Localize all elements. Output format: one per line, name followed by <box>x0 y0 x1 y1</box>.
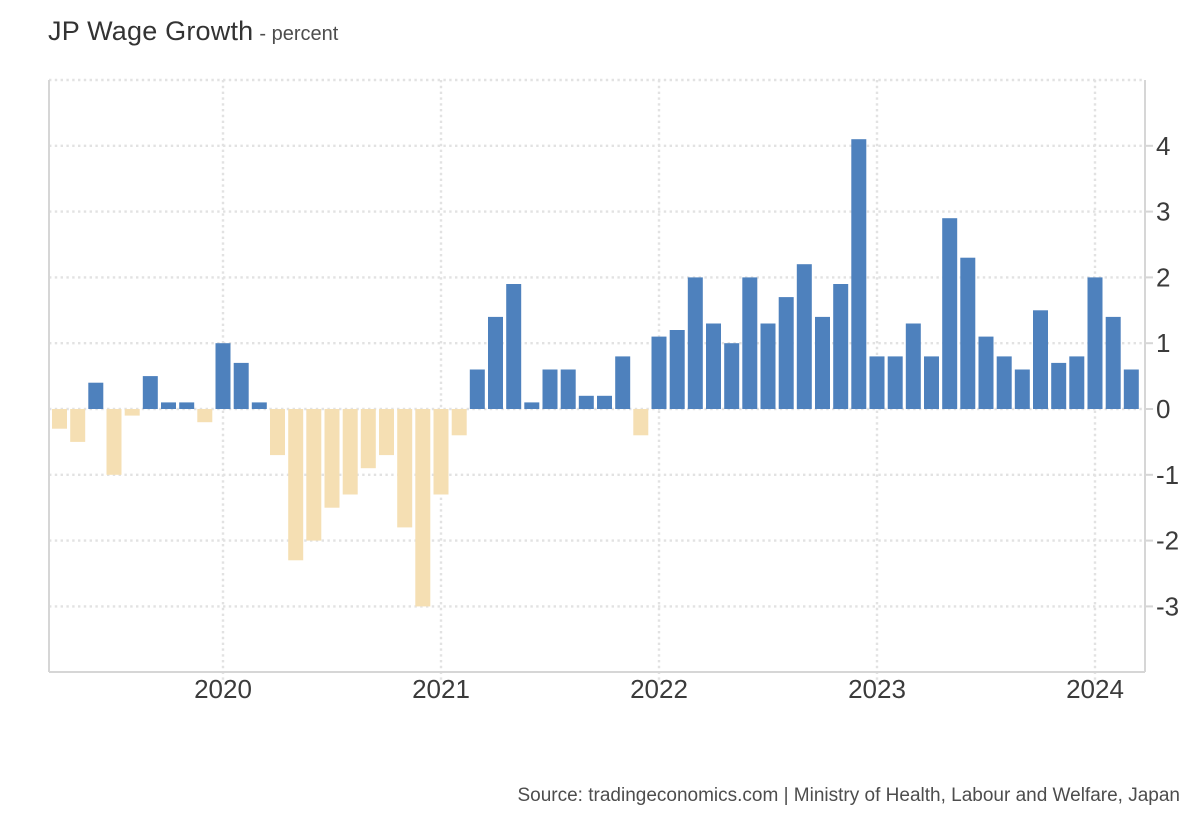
chart-bar-2021-01 <box>433 409 449 495</box>
wage-growth-bar-chart: 4 3 2 1 0 -1 -2 -3 2020 2021 2022 2023 2024 <box>48 78 1179 704</box>
chart-bar-2023-08 <box>996 356 1012 409</box>
chart-bar-2019-11 <box>179 402 195 409</box>
chart-bar-2021-03 <box>469 369 485 409</box>
chart-bar-2020-11 <box>397 409 413 528</box>
x-tick-label-2022: 2022 <box>630 674 688 704</box>
chart-bar-2022-05 <box>724 343 740 409</box>
chart-bar-2021-10 <box>597 395 612 409</box>
chart-bar-2021-12 <box>633 409 649 436</box>
y-tick-label--1: -1 <box>1156 460 1179 490</box>
y-tick-label-2: 2 <box>1156 262 1170 292</box>
y-tick-label-3: 3 <box>1156 197 1170 227</box>
source-attribution: Source: tradingeconomics.com | Ministry … <box>517 785 1180 806</box>
y-tick-label-0: 0 <box>1156 394 1170 424</box>
chart-bar-2020-08 <box>342 409 358 495</box>
chart-bar-2022-08 <box>778 297 794 409</box>
chart-bar-2024-03 <box>1123 369 1139 409</box>
chart-bar-2019-08 <box>124 409 140 416</box>
chart-bar-2019-12 <box>197 409 213 423</box>
chart-bar-2022-09 <box>796 264 812 409</box>
chart-bar-2021-02 <box>451 409 467 436</box>
chart-bar-2020-10 <box>379 409 394 456</box>
chart-bar-2019-06 <box>88 382 104 409</box>
chart-bar-2020-06 <box>306 409 322 541</box>
chart-bar-2023-01 <box>869 356 885 409</box>
chart-bar-2020-12 <box>415 409 431 607</box>
chart-bar-2022-01 <box>651 336 667 409</box>
chart-bar-2022-10 <box>815 316 830 409</box>
chart-bar-2022-03 <box>687 277 703 409</box>
chart-bar-2021-08 <box>560 369 576 409</box>
chart-bar-2020-04 <box>270 409 285 456</box>
chart-bar-2020-09 <box>360 409 376 469</box>
chart-bar-2021-04 <box>488 316 503 409</box>
chart-title: JP Wage Growth <box>48 16 254 46</box>
y-tick-label-1: 1 <box>1156 328 1170 358</box>
chart-bar-2022-12 <box>851 139 867 409</box>
chart-bar-2020-01 <box>215 343 231 409</box>
chart-subtitle: - percent <box>259 23 339 45</box>
chart-bar-2020-02 <box>233 362 249 409</box>
y-tick-label-4: 4 <box>1156 131 1170 161</box>
chart-bar-2020-03 <box>251 402 267 409</box>
y-tick-label--3: -3 <box>1156 591 1179 621</box>
x-tick-label-2024: 2024 <box>1066 674 1124 704</box>
chart-bar-2021-11 <box>615 356 631 409</box>
chart-bar-2024-01 <box>1087 277 1103 409</box>
chart-bar-2019-10 <box>161 402 176 409</box>
chart-bar-2021-06 <box>524 402 540 409</box>
chart-bar-2020-05 <box>288 409 304 561</box>
chart-bar-2019-09 <box>142 376 158 409</box>
chart-bar-2021-09 <box>578 395 594 409</box>
chart-bar-2023-11 <box>1051 362 1067 409</box>
chart-bar-2023-06 <box>960 257 976 409</box>
chart-bar-2019-07 <box>106 409 122 475</box>
chart-bar-2019-05 <box>70 409 86 442</box>
chart-bar-2022-11 <box>833 284 849 409</box>
chart-bar-2023-04 <box>924 356 939 409</box>
chart-bar-2023-10 <box>1033 310 1048 409</box>
chart-plot-area: 4 3 2 1 0 -1 -2 -3 2020 2021 2022 2023 2024 <box>48 78 1179 704</box>
chart-bar-2023-03 <box>905 323 921 409</box>
chart-bar-2023-02 <box>887 356 903 409</box>
chart-bar-2022-04 <box>706 323 721 409</box>
chart-header: JP Wage Growth - percent <box>48 16 338 47</box>
chart-bar-2024-02 <box>1105 316 1121 409</box>
chart-bar-2023-09 <box>1014 369 1030 409</box>
chart-bar-2020-07 <box>324 409 340 508</box>
x-tick-label-2021: 2021 <box>412 674 470 704</box>
y-tick-label--2: -2 <box>1156 526 1179 556</box>
chart-bar-2021-07 <box>542 369 558 409</box>
chart-bar-2019-04 <box>52 409 67 429</box>
chart-bar-2022-07 <box>760 323 776 409</box>
x-tick-label-2020: 2020 <box>194 674 252 704</box>
chart-bar-2023-12 <box>1069 356 1085 409</box>
x-tick-label-2023: 2023 <box>848 674 906 704</box>
chart-bar-2023-05 <box>942 218 958 409</box>
chart-bar-2023-07 <box>978 336 994 409</box>
chart-bar-2022-06 <box>742 277 758 409</box>
chart-bar-2022-02 <box>669 330 685 409</box>
chart-bar-2021-05 <box>506 284 522 409</box>
